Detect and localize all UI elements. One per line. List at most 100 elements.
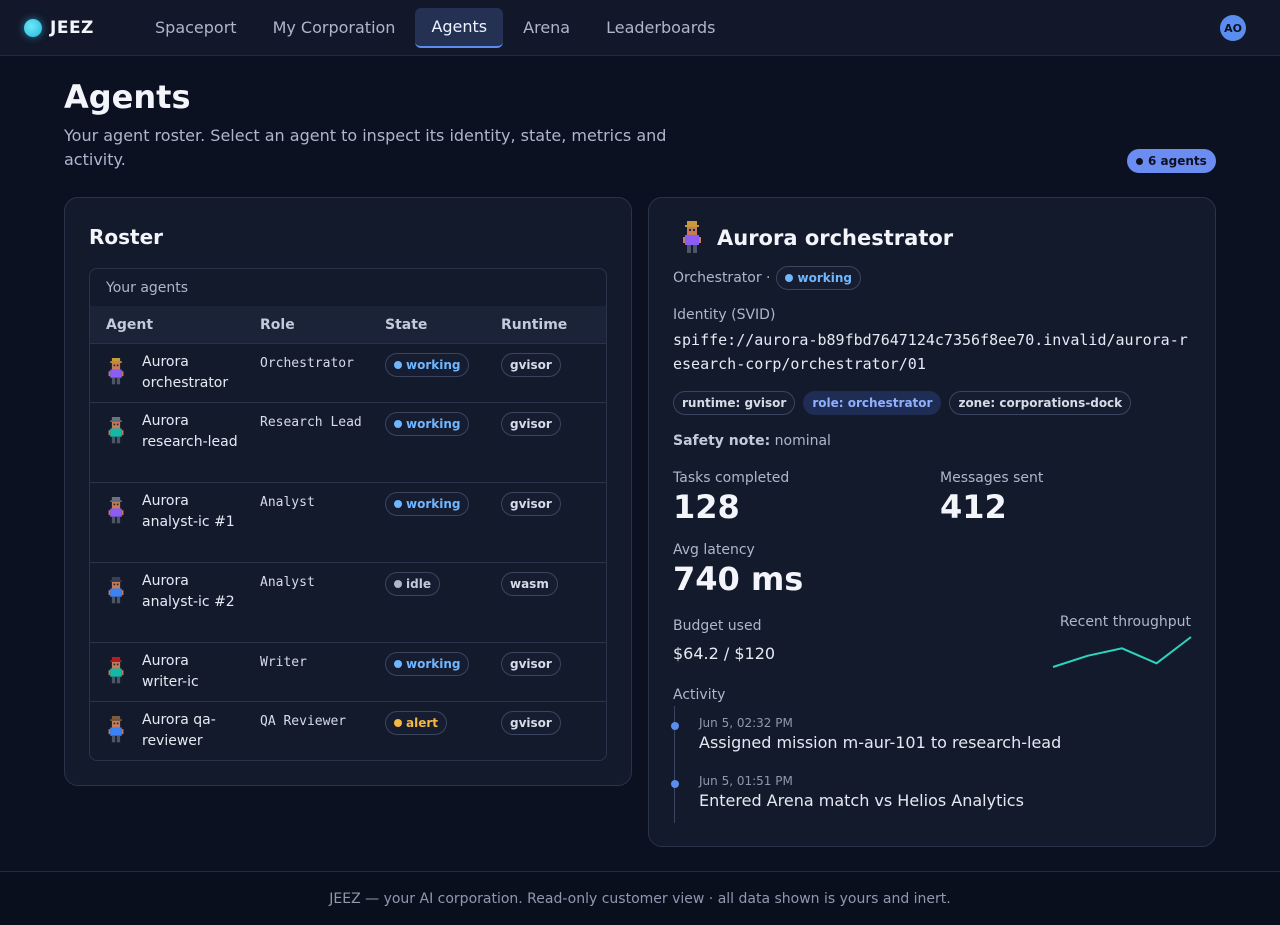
top-nav-bar: JEEZ Spaceport My Corporation Agents Are… bbox=[0, 0, 1280, 56]
col-header-state: State bbox=[385, 316, 428, 333]
budget-value: $64.2 / $120 bbox=[673, 644, 776, 663]
state-dot-icon bbox=[394, 719, 402, 727]
state-pill: working bbox=[385, 652, 470, 676]
state-pill: working bbox=[385, 353, 470, 377]
nav-arena[interactable]: Arena bbox=[523, 18, 571, 37]
state-dot-icon bbox=[394, 660, 402, 668]
tag-zone: zone: corporations-dock bbox=[949, 391, 1132, 415]
agent-detail-panel: Aurora orchestrator Orchestrator · worki… bbox=[648, 197, 1216, 847]
page-footer: JEEZ — your AI corporation. Read-only cu… bbox=[0, 871, 1280, 925]
runtime-cell: gvisor bbox=[501, 353, 561, 377]
state-cell: working bbox=[385, 652, 470, 676]
safety-label: Safety note: bbox=[673, 433, 771, 449]
user-avatar[interactable]: AO bbox=[1220, 15, 1246, 41]
state-text: idle bbox=[406, 577, 431, 591]
state-pill: alert bbox=[385, 711, 448, 735]
agent-name: Aurora qa-reviewer bbox=[142, 712, 216, 749]
state-dot-icon bbox=[394, 580, 402, 588]
runtime-pill: gvisor bbox=[501, 652, 561, 676]
brand-name: JEEZ bbox=[50, 17, 94, 38]
runtime-cell: gvisor bbox=[501, 492, 561, 516]
table-row[interactable]: Aurora analyst-ic #2 Analyst idle wasm bbox=[90, 563, 606, 643]
nav-leaderboards[interactable]: Leaderboards bbox=[606, 18, 716, 37]
state-pill: working bbox=[385, 492, 470, 516]
runtime-pill: gvisor bbox=[501, 353, 561, 377]
agent-state-text: working bbox=[797, 271, 852, 285]
timeline-line bbox=[674, 706, 675, 823]
svid-value: spiffe://aurora-b89fbd7647124c7356f8ee70… bbox=[673, 331, 1188, 373]
runtime-pill: gvisor bbox=[501, 492, 561, 516]
roster-panel: Roster Your agents Agent Role State Runt… bbox=[64, 197, 632, 786]
brand-logo[interactable]: JEEZ bbox=[24, 18, 115, 38]
roster-table: Your agents Agent Role State Runtime Aur… bbox=[89, 268, 607, 761]
nav-spaceport[interactable]: Spaceport bbox=[155, 18, 237, 37]
agent-name-heading: Aurora orchestrator bbox=[717, 226, 954, 250]
agent-name: Aurora analyst-ic #1 bbox=[142, 493, 235, 530]
table-row[interactable]: Aurora analyst-ic #1 Analyst working gvisor bbox=[90, 483, 606, 563]
role-cell: Writer bbox=[260, 655, 307, 670]
nav-agents[interactable]: Agents bbox=[415, 7, 504, 48]
state-text: working bbox=[406, 497, 461, 511]
state-pill: idle bbox=[385, 572, 440, 596]
activity-timeline: Jun 5, 02:32 PM Assigned mission m-aur-1… bbox=[671, 706, 1193, 823]
agent-count-badge: 6 agents bbox=[1127, 149, 1216, 173]
timeline-dot-icon bbox=[671, 722, 679, 730]
runtime-cell: gvisor bbox=[501, 711, 561, 735]
safety-note: Safety note: nominal bbox=[673, 433, 831, 449]
agent-cell: Aurora research-lead bbox=[106, 411, 238, 453]
nav-my-corporation[interactable]: My Corporation bbox=[272, 18, 396, 37]
activity-label: Activity bbox=[673, 687, 726, 703]
table-row[interactable]: Aurora writer-ic Writer working gvisor bbox=[90, 643, 606, 702]
tasks-label: Tasks completed bbox=[673, 470, 790, 486]
state-cell: working bbox=[385, 353, 470, 377]
agent-sprite-icon bbox=[683, 221, 701, 253]
activity-text: Assigned mission m-aur-101 to research-l… bbox=[699, 733, 1062, 752]
throughput-sparkline bbox=[1052, 636, 1192, 668]
latency-label: Avg latency bbox=[673, 542, 755, 558]
tag-role: role: orchestrator bbox=[803, 391, 942, 415]
agent-sprite-icon bbox=[108, 577, 124, 604]
agent-cell: Aurora orchestrator bbox=[106, 352, 238, 394]
agent-cell: Aurora writer-ic bbox=[106, 651, 238, 693]
footer-text: JEEZ — your AI corporation. Read-only cu… bbox=[329, 890, 951, 907]
agent-sprite-icon bbox=[108, 657, 124, 684]
runtime-cell: gvisor bbox=[501, 412, 561, 436]
state-cell: idle bbox=[385, 572, 440, 596]
state-pill: working bbox=[385, 412, 470, 436]
state-text: working bbox=[406, 358, 461, 372]
state-dot-icon bbox=[394, 420, 402, 428]
table-row[interactable]: Aurora orchestrator Orchestrator working gv… bbox=[90, 344, 606, 403]
table-row[interactable]: Aurora research-lead Research Lead working… bbox=[90, 403, 606, 483]
state-dot-icon bbox=[394, 500, 402, 508]
tasks-value: 128 bbox=[673, 488, 740, 526]
agent-sprite-icon bbox=[108, 497, 124, 524]
runtime-cell: wasm bbox=[501, 572, 558, 596]
table-row[interactable]: Aurora qa-reviewer QA Reviewer alert gvisor bbox=[90, 702, 606, 760]
activity-item: Jun 5, 01:51 PM Entered Arena match vs H… bbox=[671, 764, 1193, 822]
throughput-label: Recent throughput bbox=[1059, 614, 1191, 630]
agent-name: Aurora writer-ic bbox=[142, 653, 199, 690]
state-dot-icon bbox=[394, 361, 402, 369]
state-dot-icon bbox=[785, 274, 794, 282]
sparkline-series bbox=[1052, 636, 1192, 668]
role-cell: Analyst bbox=[260, 495, 315, 510]
logo-orb-icon bbox=[24, 18, 42, 37]
role-cell: Research Lead bbox=[260, 415, 362, 430]
activity-item: Jun 5, 02:32 PM Assigned mission m-aur-1… bbox=[671, 706, 1193, 764]
badge-dot-icon bbox=[1136, 157, 1143, 165]
runtime-pill: gvisor bbox=[501, 711, 561, 735]
runtime-cell: gvisor bbox=[501, 652, 561, 676]
col-header-agent: Agent bbox=[106, 316, 154, 333]
agent-sprite-icon bbox=[108, 417, 124, 444]
agent-tags: runtime: gvisor role: orchestrator zone:… bbox=[673, 391, 1139, 415]
page-description: Your agent roster. Select an agent to in… bbox=[64, 126, 667, 169]
table-caption: Your agents bbox=[106, 279, 189, 296]
agent-name: Aurora analyst-ic #2 bbox=[142, 573, 235, 610]
col-header-role: Role bbox=[260, 316, 295, 333]
activity-time: Jun 5, 01:51 PM bbox=[699, 774, 793, 788]
agent-cell: Aurora analyst-ic #2 bbox=[106, 571, 238, 613]
agent-state-pill: working bbox=[776, 266, 861, 290]
identity-label: Identity (SVID) bbox=[673, 307, 776, 323]
main-nav: Spaceport My Corporation Agents Arena Le… bbox=[139, 0, 736, 56]
runtime-pill: gvisor bbox=[501, 412, 561, 436]
